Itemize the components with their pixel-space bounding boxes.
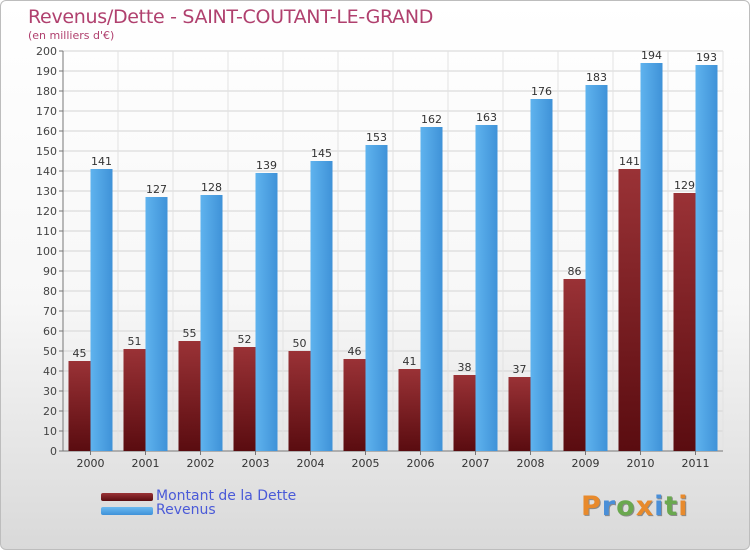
data-label-revenus: 176 xyxy=(531,85,552,98)
bar-revenus xyxy=(365,145,388,451)
x-tick-label: 2001 xyxy=(132,457,160,470)
data-label-dette: 41 xyxy=(403,355,417,368)
data-label-revenus: 145 xyxy=(311,147,332,160)
y-tick-label: 40 xyxy=(43,365,57,378)
bar-revenus xyxy=(475,125,498,451)
x-tick-label: 2005 xyxy=(352,457,380,470)
data-label-revenus: 163 xyxy=(476,111,497,124)
y-tick-label: 140 xyxy=(36,165,57,178)
x-tick-label: 2009 xyxy=(572,457,600,470)
bar-dette xyxy=(343,359,366,451)
bar-revenus xyxy=(90,169,113,451)
bar-revenus xyxy=(695,65,718,451)
x-tick-label: 2010 xyxy=(627,457,655,470)
data-label-revenus: 162 xyxy=(421,113,442,126)
y-tick-label: 150 xyxy=(36,145,57,158)
x-tick-label: 2006 xyxy=(407,457,435,470)
data-label-revenus: 141 xyxy=(91,155,112,168)
y-tick-label: 10 xyxy=(43,425,57,438)
bar-dette xyxy=(563,279,586,451)
y-tick-label: 170 xyxy=(36,105,57,118)
x-tick-label: 2011 xyxy=(682,457,710,470)
legend-label-dette: Montant de la Dette xyxy=(156,488,297,504)
y-tick-label: 100 xyxy=(36,245,57,258)
data-label-revenus: 127 xyxy=(146,183,167,196)
bar-revenus xyxy=(255,173,278,451)
bar-dette xyxy=(508,377,531,451)
chart-title: Revenus/Dette - SAINT-COUTANT-LE-GRAND xyxy=(28,6,434,28)
y-tick-label: 30 xyxy=(43,385,57,398)
y-tick-label: 160 xyxy=(36,125,57,138)
x-tick-label: 2003 xyxy=(242,457,270,470)
bars xyxy=(68,63,718,451)
data-label-revenus: 183 xyxy=(586,71,607,84)
legend-swatch-revenus xyxy=(101,507,153,515)
y-tick-label: 180 xyxy=(36,85,57,98)
bar-revenus xyxy=(145,197,168,451)
data-label-revenus: 153 xyxy=(366,131,387,144)
data-label-dette: 141 xyxy=(619,155,640,168)
y-tick-label: 130 xyxy=(36,185,57,198)
data-label-dette: 38 xyxy=(458,361,472,374)
y-tick-label: 70 xyxy=(43,305,57,318)
x-tick-label: 2002 xyxy=(187,457,215,470)
bar-revenus xyxy=(640,63,663,451)
data-label-dette: 50 xyxy=(293,337,307,350)
proxiti-logo: Proxiti xyxy=(581,491,689,522)
data-label-revenus: 193 xyxy=(696,51,717,64)
bar-chart: 0 10 20 30 40 50 60 70 80 90 100 110 120 130 140 150 160… xyxy=(36,45,724,470)
x-tick-label: 2008 xyxy=(517,457,545,470)
y-tick-label: 80 xyxy=(43,285,57,298)
x-tick-label: 2007 xyxy=(462,457,490,470)
y-tick-label: 60 xyxy=(43,325,57,338)
y-tick-label: 20 xyxy=(43,405,57,418)
bar-revenus xyxy=(420,127,443,451)
bar-dette xyxy=(68,361,91,451)
y-tick-label: 110 xyxy=(36,225,57,238)
data-label-dette: 37 xyxy=(513,363,527,376)
data-label-revenus: 128 xyxy=(201,181,222,194)
axes: 0 10 20 30 40 50 60 70 80 90 100 110 120 130 140 150 160… xyxy=(36,45,723,470)
data-label-dette: 129 xyxy=(674,179,695,192)
bar-dette xyxy=(123,349,146,451)
data-label-dette: 46 xyxy=(348,345,362,358)
x-tick-label: 2004 xyxy=(297,457,325,470)
bar-revenus xyxy=(310,161,333,451)
bar-dette xyxy=(233,347,256,451)
y-tick-label: 0 xyxy=(50,445,57,458)
data-label-dette: 45 xyxy=(73,347,87,360)
data-labels: 45 141 51 127 55 128 52 139 50 145 46 153 41 162 38 163… xyxy=(73,49,718,376)
bar-revenus xyxy=(200,195,223,451)
bar-dette xyxy=(288,351,311,451)
bar-dette xyxy=(618,169,641,451)
data-label-revenus: 139 xyxy=(256,159,277,172)
y-tick-label: 50 xyxy=(43,345,57,358)
y-tick-label: 90 xyxy=(43,265,57,278)
bar-dette xyxy=(178,341,201,451)
x-tick-label: 2000 xyxy=(77,457,105,470)
data-label-dette: 51 xyxy=(128,335,142,348)
data-label-dette: 86 xyxy=(568,265,582,278)
y-tick-label: 200 xyxy=(36,45,57,58)
bar-dette xyxy=(398,369,421,451)
data-label-dette: 52 xyxy=(238,333,252,346)
y-tick-label: 190 xyxy=(36,65,57,78)
bar-revenus xyxy=(585,85,608,451)
bar-revenus xyxy=(530,99,553,451)
data-label-dette: 55 xyxy=(183,327,197,340)
data-label-revenus: 194 xyxy=(641,49,662,62)
bar-dette xyxy=(453,375,476,451)
legend-label-revenus: Revenus xyxy=(156,502,216,518)
bar-dette xyxy=(673,193,696,451)
y-tick-label: 120 xyxy=(36,205,57,218)
chart-subtitle: (en milliers d'€) xyxy=(28,29,115,42)
legend-swatch-dette xyxy=(101,493,153,501)
